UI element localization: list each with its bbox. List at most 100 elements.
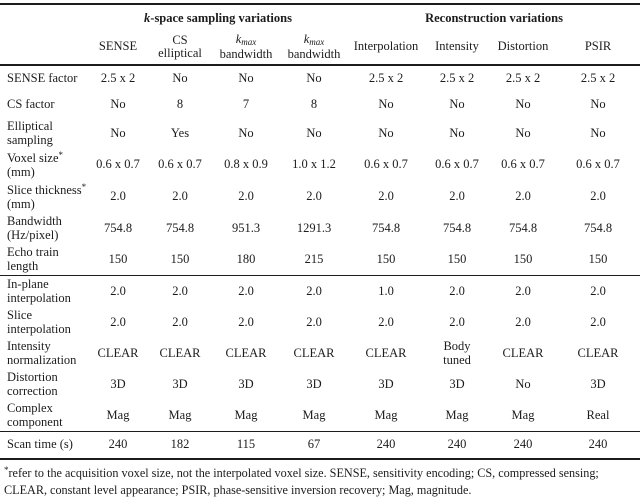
- value-cell: Mag: [511, 407, 535, 422]
- value-cell: CLEAR: [159, 345, 201, 360]
- value-cell: CLEAR: [225, 345, 267, 360]
- table-row: Echo train length 150 150 180 215 150 150 150 150: [0, 244, 640, 276]
- value-cell: 754.8: [583, 220, 613, 235]
- value-cell: 240: [376, 437, 396, 452]
- value-cell: 150: [376, 251, 396, 266]
- value-cell: 0.6 x 0.7: [435, 157, 479, 172]
- value-cell: No: [449, 97, 465, 112]
- value-cell: 182: [170, 437, 190, 452]
- value-cell: 0.6 x 0.7: [576, 157, 620, 172]
- column-header: Intensity: [435, 39, 479, 54]
- value-cell: 240: [513, 437, 533, 452]
- table-section: Scan time (s) 240 182 115 67 240 240 240 240: [0, 432, 640, 460]
- value-cell: 150: [170, 251, 190, 266]
- value-cell: Mag: [374, 407, 398, 422]
- value-cell: 754.8: [165, 220, 195, 235]
- column-header: SENSE: [98, 39, 138, 54]
- value-cell: 150: [588, 251, 608, 266]
- table-footnote: *refer to the acquisition voxel size, no…: [4, 465, 599, 498]
- value-cell: 150: [108, 251, 128, 266]
- mri-parameters-table: k-space sampling variations Reconstructio…: [0, 3, 640, 460]
- column-header: kmax bandwidth: [219, 31, 273, 61]
- row-label: Elliptical sampling: [7, 119, 53, 147]
- value-cell: 754.8: [371, 220, 401, 235]
- value-cell: 951.3: [231, 220, 261, 235]
- table-row: In-plane interpolation 2.0 2.0 2.0 2.0 1.0 2.0 2…: [0, 276, 640, 308]
- value-cell: 0.6 x 0.7: [364, 157, 408, 172]
- value-cell: CLEAR: [293, 345, 335, 360]
- value-cell: 8: [176, 97, 184, 112]
- value-cell: 754.8: [442, 220, 472, 235]
- value-cell: 754.8: [508, 220, 538, 235]
- value-cell: 7: [242, 97, 250, 112]
- table-row: Distortion correction 3D 3D 3D 3D 3D 3D No 3D: [0, 369, 640, 400]
- value-cell: CLEAR: [577, 345, 619, 360]
- value-cell: CLEAR: [365, 345, 407, 360]
- value-cell: 2.5 x 2: [439, 71, 475, 86]
- value-cell: 115: [236, 437, 256, 452]
- value-cell: 2.0: [238, 189, 254, 204]
- value-cell: 3D: [238, 376, 254, 391]
- value-cell: 2.0: [238, 314, 254, 329]
- value-cell: 0.6 x 0.7: [158, 157, 202, 172]
- column-header-row: SENSE CS elliptical kmax bandwidth kmax bandwi…: [0, 30, 640, 65]
- column-header: PSIR: [584, 39, 612, 54]
- value-cell: 0.8 x 0.9: [224, 157, 268, 172]
- value-cell: No: [449, 125, 465, 140]
- value-cell: No: [306, 71, 322, 86]
- value-cell: Yes: [170, 125, 190, 140]
- value-cell: 150: [447, 251, 467, 266]
- value-cell: 1.0 x 1.2: [292, 157, 336, 172]
- value-cell: 2.0: [238, 283, 254, 298]
- value-cell: 0.6 x 0.7: [501, 157, 545, 172]
- row-label: Intensity normalization: [7, 339, 77, 367]
- value-cell: 2.0: [110, 189, 126, 204]
- value-cell: 3D: [172, 376, 188, 391]
- value-cell: 2.0: [306, 189, 322, 204]
- value-cell: 2.5 x 2: [505, 71, 541, 86]
- row-label: In-plane interpolation: [7, 277, 71, 305]
- value-cell: 180: [236, 251, 256, 266]
- table-row: Slice interpolation 2.0 2.0 2.0 2.0 2.0 2.0 2.0 2…: [0, 307, 640, 338]
- value-cell: 8: [310, 97, 318, 112]
- value-cell: 150: [513, 251, 533, 266]
- value-cell: 2.0: [110, 283, 126, 298]
- table-section: In-plane interpolation 2.0 2.0 2.0 2.0 1.0 2.0 2…: [0, 276, 640, 432]
- value-cell: 2.0: [515, 283, 531, 298]
- value-cell: Mag: [234, 407, 258, 422]
- value-cell: 215: [304, 251, 324, 266]
- value-cell: 240: [447, 437, 467, 452]
- value-cell: CLEAR: [97, 345, 139, 360]
- table-row: Slice thickness* (mm) 2.0 2.0 2.0 2.0 2.0 2.0 2.…: [0, 181, 640, 213]
- table-row: CS factor No 8 7 8 No No No No: [0, 92, 640, 118]
- value-cell: 2.0: [449, 314, 465, 329]
- row-label: Complex component: [7, 401, 63, 429]
- corner-spacer: [0, 30, 88, 65]
- value-cell: 67: [307, 437, 321, 452]
- value-cell: 2.0: [590, 314, 606, 329]
- value-cell: 2.0: [590, 283, 606, 298]
- value-cell: No: [515, 376, 531, 391]
- value-cell: 3D: [449, 376, 465, 391]
- corner-spacer: [0, 4, 88, 30]
- value-cell: 1.0: [378, 283, 394, 298]
- value-cell: 1291.3: [296, 220, 332, 235]
- row-label: Slice thickness* (mm): [7, 182, 87, 211]
- column-header: Distortion: [497, 39, 549, 54]
- row-label: Echo train length: [7, 245, 59, 273]
- value-cell: No: [590, 125, 606, 140]
- value-cell: No: [306, 125, 322, 140]
- table-header: k-space sampling variations Reconstructio…: [0, 4, 640, 65]
- table-row: Bandwidth (Hz/pixel) 754.8 754.8 951.3 1291.3…: [0, 213, 640, 244]
- value-cell: 2.0: [172, 283, 188, 298]
- value-cell: Mag: [106, 407, 130, 422]
- value-cell: 2.5 x 2: [368, 71, 404, 86]
- value-cell: No: [378, 125, 394, 140]
- value-cell: 2.0: [590, 189, 606, 204]
- value-cell: 754.8: [103, 220, 133, 235]
- value-cell: 3D: [590, 376, 606, 391]
- value-cell: 2.0: [306, 283, 322, 298]
- value-cell: No: [110, 125, 126, 140]
- table-row: Scan time (s) 240 182 115 67 240 240 240 240: [0, 432, 640, 460]
